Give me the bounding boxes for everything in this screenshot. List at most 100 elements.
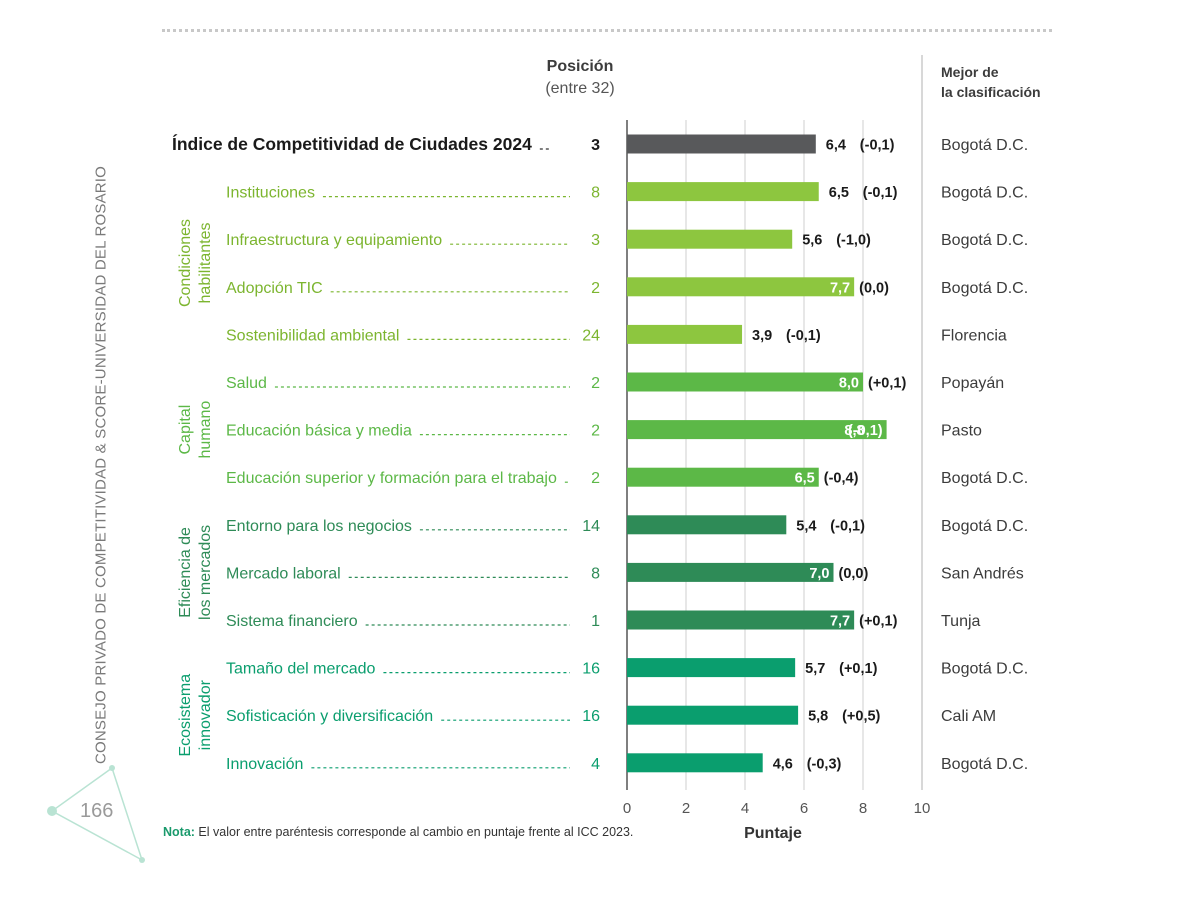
category-label: Salud: [226, 375, 267, 392]
bar-change-label: (+0,1): [868, 376, 906, 392]
score-bar: [627, 420, 887, 440]
bar-change-label: (-0,1): [786, 328, 821, 344]
x-tick-label: 10: [914, 800, 931, 817]
x-tick-label: 0: [623, 800, 631, 817]
position-value: 1: [591, 613, 600, 630]
position-value: 3: [591, 137, 600, 154]
group-label-line: habilitantes: [197, 223, 214, 304]
bar-change-label: (-0,1): [830, 518, 865, 534]
bar-change-label: (-0,1): [860, 138, 895, 154]
category-label: Instituciones: [226, 185, 315, 202]
category-label: Entorno para los negocios: [226, 518, 412, 535]
group-label-line: humano: [197, 401, 214, 459]
footnote: Nota: El valor entre paréntesis correspo…: [163, 825, 633, 839]
bar-value-label: 5,8: [808, 709, 828, 725]
bar-value-label: 6,5: [829, 185, 849, 201]
score-bar: [627, 372, 863, 392]
best-city-label: Cali AM: [941, 708, 996, 725]
category-label: Sofisticación y diversificación: [226, 708, 433, 725]
bar-value-label: 7,7: [830, 280, 850, 296]
group-label-line: los mercados: [197, 525, 214, 620]
bar-value-label: 7,7: [830, 614, 850, 630]
bar-value-label: 3,9: [752, 328, 772, 344]
best-city-label: Bogotá D.C.: [941, 280, 1028, 297]
score-bar: [627, 134, 816, 154]
position-value: 4: [591, 756, 600, 773]
score-bar: [627, 753, 763, 773]
bar-value-label: 6,5: [795, 471, 815, 487]
position-value: 2: [591, 280, 600, 297]
score-bar: [627, 658, 796, 678]
group-label-line: innovador: [197, 679, 214, 750]
x-tick-label: 8: [859, 800, 867, 817]
position-value: 3: [591, 232, 600, 249]
bar-change-label: (-0,1): [848, 423, 883, 439]
category-label: Educación superior y formación para el t…: [226, 470, 557, 487]
footnote-text: El valor entre paréntesis corresponde al…: [194, 825, 634, 839]
bar-value-label: 8,8: [844, 423, 864, 439]
position-header-title: Posición: [546, 58, 614, 75]
decorative-triangle-graphic: [47, 765, 145, 863]
bar-change-label: (-0,4): [824, 471, 859, 487]
bar-change-label: (0,0): [839, 566, 869, 582]
best-city-label: San Andrés: [941, 565, 1024, 582]
footnote-label: Nota:: [163, 825, 195, 839]
group-label-capital: Capital humano: [177, 401, 214, 459]
category-label: Infraestructura y equipamiento: [226, 232, 442, 249]
category-label: Innovación: [226, 756, 303, 773]
score-bar: [627, 324, 743, 344]
category-label: Índice de Competitividad de Ciudades 202…: [172, 133, 532, 154]
best-city-label: Bogotá D.C.: [941, 518, 1028, 535]
bar-value-label: 4,6: [773, 756, 793, 772]
best-ranked-header: Mejor de la clasificación: [941, 62, 1081, 102]
bar-value-label: 5,7: [805, 661, 825, 677]
bar-change-label: (-0,1): [863, 185, 898, 201]
bar-value-label: 8,0: [839, 376, 859, 392]
position-header-subtitle: (entre 32): [545, 80, 615, 97]
group-label-eficiencia: Eficiencia de los mercados: [177, 525, 214, 620]
bar-value-label: 6,4: [826, 138, 846, 154]
best-city-label: Pasto: [941, 423, 982, 440]
score-bar: [627, 229, 793, 249]
position-value: 16: [582, 661, 600, 678]
position-value: 8: [591, 185, 600, 202]
position-value: 2: [591, 470, 600, 487]
score-bar: [627, 467, 819, 487]
score-bar: [627, 515, 787, 535]
group-label-line: Capital: [177, 405, 194, 455]
position-value: 2: [591, 375, 600, 392]
x-tick-label: 4: [741, 800, 749, 817]
category-label: Sistema financiero: [226, 613, 358, 630]
bar-change-label: (+0,1): [839, 661, 877, 677]
top-dotted-divider: [162, 29, 1052, 32]
x-tick-label: 2: [682, 800, 690, 817]
best-city-label: Bogotá D.C.: [941, 232, 1028, 249]
category-label: Educación básica y media: [226, 423, 412, 440]
score-bar: [627, 610, 855, 630]
group-label-condiciones: Condiciones habilitantes: [177, 219, 214, 307]
bar-value-label: 5,4: [796, 518, 816, 534]
bar-value-label: 7,0: [809, 566, 829, 582]
best-city-label: Bogotá D.C.: [941, 185, 1028, 202]
group-label-line: Condiciones: [177, 219, 194, 307]
best-city-label: Bogotá D.C.: [941, 137, 1028, 154]
group-label-ecosistema: Ecosistema innovador: [177, 674, 214, 757]
best-ranked-header-line2: la clasificación: [941, 84, 1041, 100]
category-label: Adopción TIC: [226, 280, 323, 297]
best-ranked-header-line1: Mejor de: [941, 64, 999, 80]
category-label: Mercado laboral: [226, 565, 341, 582]
position-value: 2: [591, 423, 600, 440]
score-bar: [627, 277, 855, 297]
x-axis-title: Puntaje: [744, 825, 802, 842]
bar-value-label: 5,6: [802, 233, 822, 249]
bar-change-label: (-1,0): [836, 233, 871, 249]
category-label: Tamaño del mercado: [226, 661, 376, 678]
position-value: 24: [582, 327, 600, 344]
best-city-label: Bogotá D.C.: [941, 756, 1028, 773]
score-bar: [627, 182, 819, 202]
position-value: 16: [582, 708, 600, 725]
bar-change-label: (+0,5): [842, 709, 880, 725]
bar-change-label: (+0,1): [859, 614, 897, 630]
bar-change-label: (-0,3): [807, 756, 842, 772]
